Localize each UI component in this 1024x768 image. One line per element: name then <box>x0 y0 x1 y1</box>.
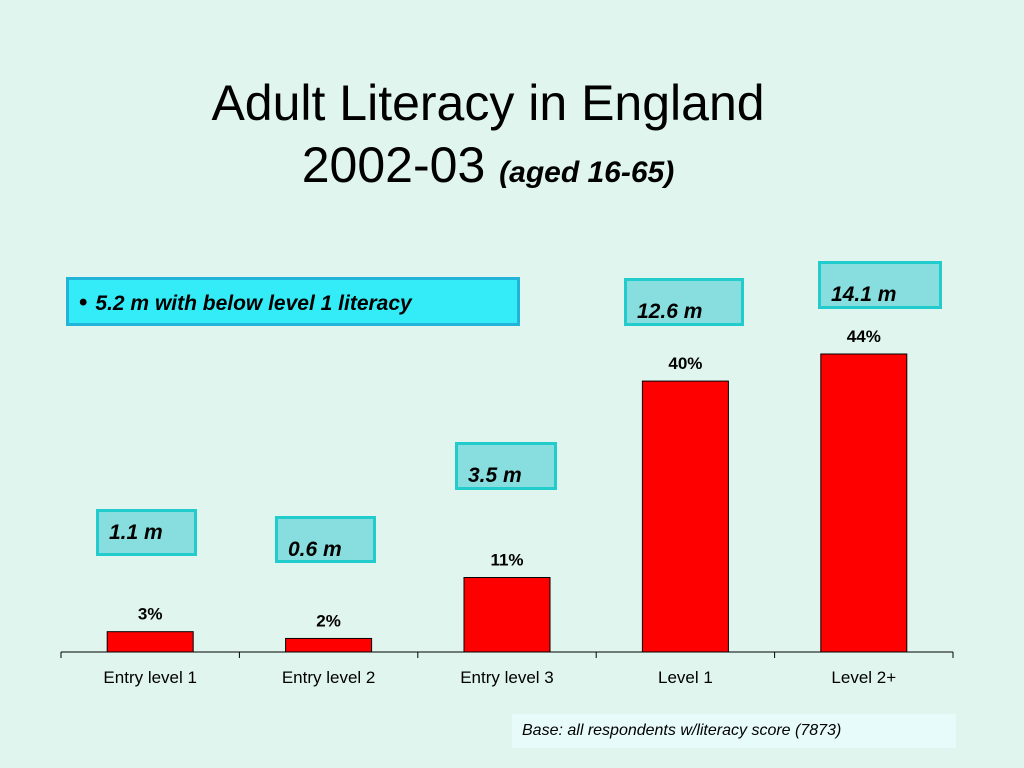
callout-entry-level-2-text: 0.6 m <box>288 538 342 561</box>
title-years: 2002-03 <box>301 137 486 193</box>
callout-level-2-text: 14.1 m <box>831 283 897 306</box>
x-tick-label: Entry level 2 <box>282 668 376 687</box>
title-line-1: Adult Literacy in England <box>211 75 765 131</box>
bar-value-label: 44% <box>847 327 881 346</box>
x-tick-label: Level 2+ <box>831 668 896 687</box>
callout-level-1-text: 12.6 m <box>637 300 703 323</box>
bar-value-label: 2% <box>316 611 341 630</box>
callout-entry-level-3: 3.5 m <box>455 442 557 490</box>
callout-entry-level-3-text: 3.5 m <box>468 464 522 487</box>
callout-entry-level-1-text: 1.1 m <box>109 521 163 544</box>
title-line-2: 2002-03 (aged 16-65) <box>0 134 976 204</box>
bar <box>641 380 729 653</box>
x-tick-label: Entry level 3 <box>460 668 554 687</box>
bar <box>463 577 551 653</box>
callout-below-level-1-text: 5.2 m with below level 1 literacy <box>95 292 412 315</box>
bar <box>820 353 908 653</box>
bar-value-label: 40% <box>668 354 702 373</box>
callout-below-level-1: • 5.2 m with below level 1 literacy <box>66 277 520 326</box>
bar-value-label: 3% <box>138 605 163 624</box>
x-tick-label: Entry level 1 <box>103 668 197 687</box>
bar-value-label: 11% <box>490 551 523 570</box>
callout-entry-level-2: 0.6 m <box>275 516 376 563</box>
base-note: Base: all respondents w/literacy score (… <box>512 714 956 748</box>
x-tick-label: Level 1 <box>658 668 713 687</box>
callout-entry-level-1: 1.1 m <box>96 509 197 556</box>
bullet-icon: • <box>79 289 88 316</box>
bar <box>106 631 194 653</box>
bar <box>285 637 373 653</box>
title-subtitle: (aged 16-65) <box>499 156 675 189</box>
page-title: Adult Literacy in England 2002-03 (aged … <box>0 72 976 204</box>
callout-level-1: 12.6 m <box>624 278 744 326</box>
callout-level-2: 14.1 m <box>818 261 942 309</box>
